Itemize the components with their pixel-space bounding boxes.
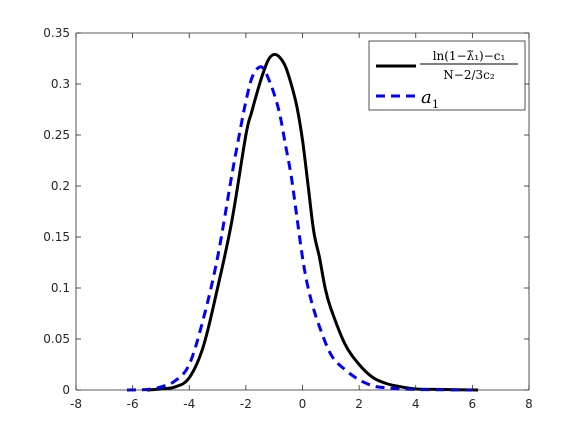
y-tick-label: 0.1	[51, 281, 70, 295]
legend-subscript-series-2: 1	[432, 98, 439, 111]
legend-denominator-series-1: N−2/3c₂	[443, 68, 495, 82]
x-tick-label: 2	[355, 397, 363, 411]
y-tick-label: 0.3	[51, 77, 70, 91]
series-layer	[126, 52, 479, 392]
y-tick-label: 0.15	[43, 230, 70, 244]
x-tick-label: 0	[299, 397, 307, 411]
legend: ln(1−λ̃₁)−c₁ N−2/3c₂ a 1	[368, 40, 526, 111]
ticks-layer: -8 -6 -4 -2 0 2 4 6 8 0 0.05 0.1 0.15 0.2 0.25 0.3 0.35	[43, 26, 533, 411]
x-tick-label: 6	[469, 397, 477, 411]
x-tick-label: -4	[183, 397, 195, 411]
x-tick-label: -6	[127, 397, 139, 411]
x-tick-label: 8	[525, 397, 533, 411]
legend-numerator-series-1: ln(1−λ̃₁)−c₁	[433, 49, 506, 63]
x-tick-label: -8	[70, 397, 82, 411]
x-tick-label: -2	[240, 397, 252, 411]
y-tick-label: 0	[62, 383, 70, 397]
series-line-1	[146, 52, 479, 392]
y-tick-label: 0.05	[43, 332, 70, 346]
x-tick-label: 4	[412, 397, 420, 411]
legend-label-series-2: a	[421, 87, 432, 108]
legend-box	[368, 40, 526, 111]
y-tick-label: 0.35	[43, 26, 70, 40]
y-tick-label: 0.25	[43, 128, 70, 142]
y-tick-label: 0.2	[51, 179, 70, 193]
